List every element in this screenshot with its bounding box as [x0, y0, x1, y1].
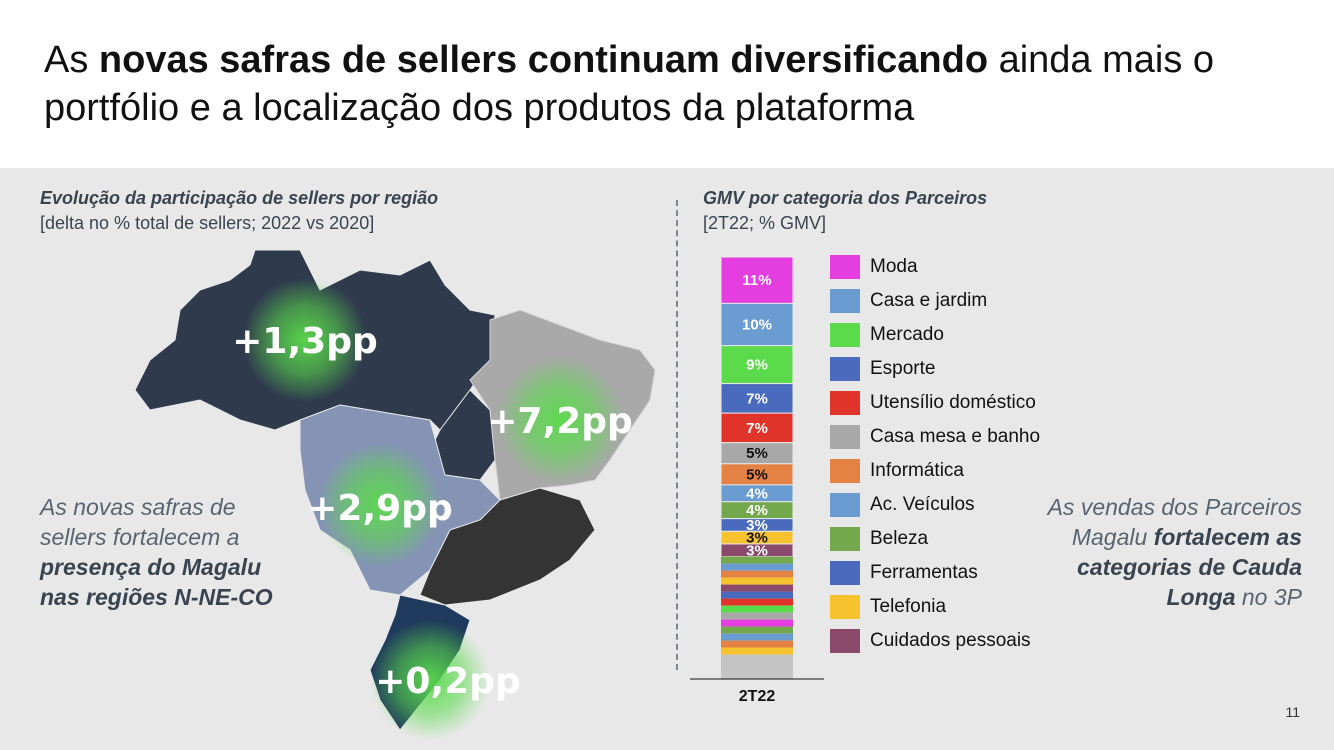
region-southeast	[419, 487, 596, 606]
bar-segment	[720, 256, 794, 304]
map-description: As novas safras de sellers fortalecem a …	[40, 494, 273, 610]
bar-data-label: 4%	[746, 485, 768, 502]
legend-item: Esporte	[830, 356, 935, 382]
page-number: 11	[1285, 704, 1300, 720]
legend-swatch	[830, 595, 860, 619]
bar-segment-longtail	[721, 605, 793, 613]
legend-swatch	[830, 323, 860, 347]
legend-label: Casa mesa e banho	[870, 426, 1041, 447]
region-label-centerwest: +2,9pp	[307, 488, 452, 529]
legend-swatch	[830, 629, 860, 653]
legend-label: Ferramentas	[870, 562, 978, 583]
bar-segment-longtail	[721, 570, 793, 578]
chart-title: GMV por categoria dos Parceiros	[703, 188, 988, 208]
bar-segment-longtail	[721, 640, 793, 648]
bar-data-label: 11%	[742, 272, 771, 289]
region-label-north: +1,3pp	[232, 321, 377, 362]
panel-divider	[676, 200, 678, 670]
legend-swatch	[830, 561, 860, 585]
gmv-bar-chart: 11%10%9%7%7%5%5%4%4%3%3%3% 2T22	[690, 256, 824, 705]
bar-segment	[720, 345, 794, 385]
bar-data-label: 10%	[742, 317, 772, 334]
bar-data-label: 5%	[746, 466, 768, 483]
legend-item: Ac. Veículos	[830, 492, 975, 518]
chart-description: As vendas dos Parceiros Magalu fortalece…	[1047, 494, 1302, 610]
brazil-map: +1,3pp +7,2pp +2,9pp +0,2pp	[134, 249, 656, 740]
legend-swatch	[830, 459, 860, 483]
legend-swatch	[830, 493, 860, 517]
region-label-northeast: +7,2pp	[487, 401, 632, 442]
bar-data-label: 3%	[746, 542, 768, 559]
bar-data-label: 9%	[746, 357, 768, 374]
chart-note: [2T22; % GMV]	[703, 213, 827, 233]
bar-data-label: 5%	[746, 445, 768, 462]
legend-item: Utensílio doméstico	[830, 390, 1036, 416]
bar-segment-longtail	[721, 612, 793, 620]
legend-label: Telefonia	[870, 596, 947, 617]
bar-segment-longtail	[721, 598, 793, 606]
legend-item: Ferramentas	[830, 560, 978, 586]
bar-segment-others	[721, 654, 793, 679]
bar-segment-longtail	[721, 633, 793, 641]
region-label-south: +0,2pp	[375, 661, 520, 702]
legend-label: Informática	[870, 460, 964, 481]
legend-item: Cuidados pessoais	[830, 628, 1031, 654]
bar-data-label: 3%	[746, 530, 768, 547]
bar-data-label: 4%	[746, 502, 768, 519]
legend-label: Esporte	[870, 358, 936, 379]
legend-label: Cuidados pessoais	[870, 630, 1031, 651]
bar-segment-longtail	[721, 584, 793, 592]
map-title: Evolução da participação de sellers por …	[40, 188, 439, 208]
legend-label: Casa e jardim	[870, 290, 988, 311]
bar-segment	[720, 412, 794, 444]
x-axis-tick-label: 2T22	[739, 688, 776, 705]
bar-segment-longtail	[721, 619, 793, 627]
legend-swatch	[830, 425, 860, 449]
bar-segment-longtail	[721, 626, 793, 634]
legend-label: Moda	[870, 256, 918, 277]
legend-item: Beleza	[830, 526, 928, 552]
bar-data-label: 3%	[746, 517, 768, 534]
content-panel	[0, 168, 1334, 750]
page-title: As novas safras de sellers continuam div…	[44, 39, 1215, 129]
bar-data-label: 7%	[746, 420, 768, 437]
legend-swatch	[830, 391, 860, 415]
bar-segment-longtail	[721, 591, 793, 599]
bar-segment-longtail	[721, 647, 793, 655]
bar-segment-longtail	[721, 563, 793, 571]
legend-swatch	[830, 255, 860, 279]
bar-segment	[720, 383, 794, 414]
legend-label: Mercado	[870, 324, 944, 345]
legend-item: Telefonia	[830, 594, 946, 620]
legend-swatch	[830, 527, 860, 551]
legend-label: Utensílio doméstico	[870, 392, 1036, 413]
bar-segment-longtail	[721, 556, 793, 564]
legend-label: Beleza	[870, 528, 929, 549]
bar-data-label: 7%	[746, 390, 768, 407]
legend-swatch	[830, 289, 860, 313]
bar-segment	[720, 302, 794, 347]
legend-item: Casa mesa e banho	[830, 424, 1040, 450]
bar-segment-longtail	[721, 577, 793, 585]
legend-item: Mercado	[830, 322, 944, 348]
legend-swatch	[830, 357, 860, 381]
legend-item: Moda	[830, 254, 918, 280]
legend-label: Ac. Veículos	[870, 494, 975, 515]
map-note: [delta no % total de sellers; 2022 vs 20…	[40, 213, 375, 233]
legend-item: Informática	[830, 458, 964, 484]
legend-item: Casa e jardim	[830, 288, 987, 314]
